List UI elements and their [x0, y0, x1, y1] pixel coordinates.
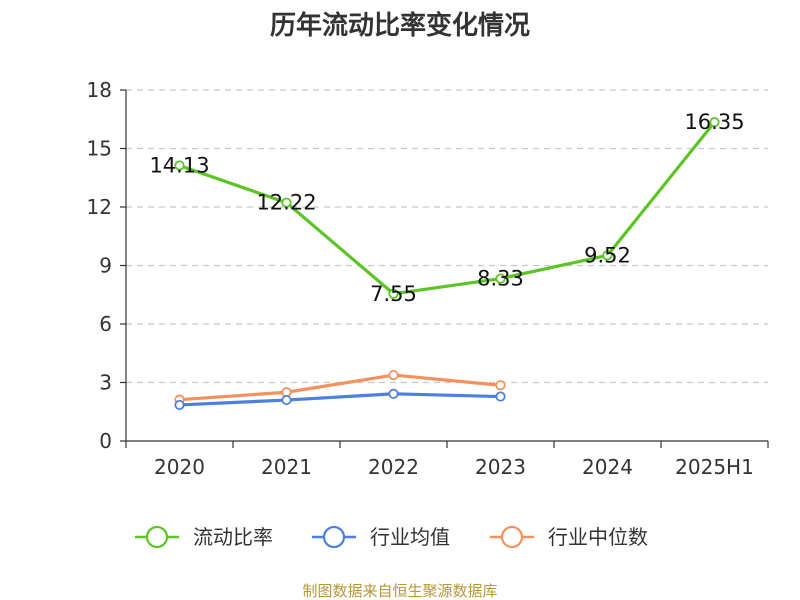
series-line	[177, 392, 503, 407]
legend[interactable]: 流动比率 行业均值 行业中位数	[135, 525, 648, 549]
data-label: 8.33	[477, 267, 524, 291]
data-point[interactable]	[495, 273, 506, 284]
data-point[interactable]	[388, 388, 399, 399]
series-line	[177, 120, 717, 296]
legend-item[interactable]: 流动比率	[135, 525, 273, 549]
legend-label: 流动比率	[193, 525, 273, 549]
series-layer	[174, 117, 720, 411]
data-label: 12.22	[256, 191, 316, 215]
series-line	[177, 373, 503, 402]
data-label: 14.13	[149, 153, 209, 177]
data-labels: 14.13 12.22 7.55 8.33 9.52 16.35	[149, 110, 744, 306]
y-tick-label: 3	[99, 371, 112, 395]
data-point[interactable]	[174, 399, 185, 411]
x-tick-label: 2024	[582, 455, 633, 479]
data-point[interactable]	[709, 117, 720, 128]
legend-swatch-marker	[145, 525, 169, 549]
data-point[interactable]	[495, 380, 506, 391]
y-tick-label: 18	[87, 78, 112, 102]
grid	[126, 89, 768, 384]
x-tick-label: 2025H1	[675, 455, 754, 479]
data-point[interactable]	[281, 394, 292, 406]
x-tick-label: 2022	[368, 455, 419, 479]
legend-item[interactable]: 行业均值	[312, 525, 450, 549]
y-tick-label: 6	[99, 312, 112, 336]
axes: 0 3 6 9 12 15 18 2020 2021 2022 2023 2024 2025H1	[87, 78, 769, 479]
source-note: 制图数据来自恒生聚源数据库	[302, 582, 497, 600]
legend-item[interactable]: 行业中位数	[490, 525, 648, 549]
x-tick-label: 2023	[475, 455, 526, 479]
y-tick-label: 12	[87, 195, 112, 219]
chart-title: 历年流动比率变化情况	[270, 10, 530, 41]
legend-swatch-marker	[500, 525, 524, 549]
data-point[interactable]	[174, 160, 185, 171]
data-point[interactable]	[388, 288, 399, 299]
data-label: 16.35	[684, 110, 744, 134]
data-label: 9.52	[584, 243, 631, 267]
legend-swatch-marker	[322, 525, 346, 549]
data-point[interactable]	[602, 250, 613, 261]
y-tick-label: 9	[99, 254, 112, 278]
data-label: 7.55	[370, 282, 417, 306]
y-tick-label: 15	[87, 137, 112, 161]
legend-label: 行业中位数	[548, 525, 648, 549]
data-point[interactable]	[388, 369, 399, 381]
legend-label: 行业均值	[370, 525, 450, 549]
x-tick-label: 2020	[154, 455, 205, 479]
data-point[interactable]	[495, 391, 506, 402]
data-point[interactable]	[281, 197, 292, 208]
y-tick-label: 0	[99, 429, 112, 453]
x-tick-label: 2021	[261, 455, 312, 479]
